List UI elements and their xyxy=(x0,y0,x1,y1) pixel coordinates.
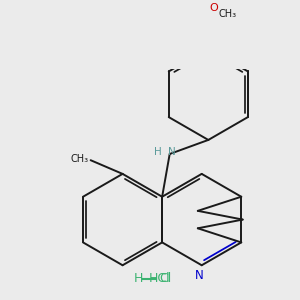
Text: CH₃: CH₃ xyxy=(218,9,236,19)
Text: N: N xyxy=(195,269,204,282)
Text: O: O xyxy=(209,3,218,14)
Text: Cl: Cl xyxy=(159,272,171,286)
Text: H: H xyxy=(134,272,143,286)
Text: HCl: HCl xyxy=(148,272,170,286)
Text: H: H xyxy=(154,147,161,157)
Text: CH₃: CH₃ xyxy=(70,154,88,164)
Text: N: N xyxy=(168,147,176,157)
